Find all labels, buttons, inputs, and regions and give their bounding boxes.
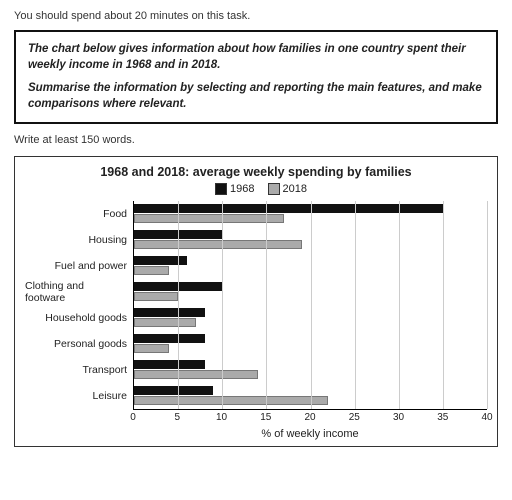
x-tick: 5 [174, 412, 180, 423]
category-label: Food [25, 201, 133, 227]
bar-2018 [134, 266, 169, 275]
bar-2018 [134, 370, 258, 379]
y-axis-labels: FoodHousingFuel and powerClothing and fo… [25, 201, 133, 410]
gridline [311, 201, 312, 409]
gridline [399, 201, 400, 409]
x-tick: 30 [393, 412, 404, 423]
x-axis-label: % of weekly income [133, 428, 487, 440]
bar-1968 [134, 334, 205, 343]
legend-swatch-2018 [268, 183, 280, 195]
bar-1968 [134, 308, 205, 317]
bar-2018 [134, 344, 169, 353]
category-label: Fuel and power [25, 253, 133, 279]
gridline [443, 201, 444, 409]
category-label: Housing [25, 227, 133, 253]
legend-swatch-1968 [215, 183, 227, 195]
x-tick: 20 [304, 412, 315, 423]
bar-1968 [134, 360, 205, 369]
bar-2018 [134, 240, 302, 249]
task-prompt-1: The chart below gives information about … [28, 42, 484, 73]
bar-1968 [134, 204, 443, 213]
category-label: Household goods [25, 305, 133, 331]
x-tick: 25 [349, 412, 360, 423]
category-label: Personal goods [25, 331, 133, 357]
gridline [266, 201, 267, 409]
gridline [178, 201, 179, 409]
x-axis: 0510152025303540 [25, 412, 487, 426]
plot-area [133, 201, 487, 410]
chart-title: 1968 and 2018: average weekly spending b… [25, 165, 487, 179]
chart-legend: 1968 2018 [25, 183, 487, 195]
category-label: Leisure [25, 383, 133, 409]
bar-2018 [134, 396, 328, 405]
bar-2018 [134, 214, 284, 223]
chart-container: 1968 and 2018: average weekly spending b… [14, 156, 498, 447]
gridline [487, 201, 488, 409]
chart-body: FoodHousingFuel and powerClothing and fo… [25, 201, 487, 410]
legend-label-2018: 2018 [283, 183, 307, 195]
x-tick: 40 [481, 412, 492, 423]
instruction-words: Write at least 150 words. [14, 134, 498, 146]
category-label: Clothing and footware [25, 279, 133, 305]
x-tick: 15 [260, 412, 271, 423]
task-box: The chart below gives information about … [14, 30, 498, 124]
x-tick: 10 [216, 412, 227, 423]
gridline [355, 201, 356, 409]
gridline [222, 201, 223, 409]
x-ticks: 0510152025303540 [133, 412, 487, 426]
category-label: Transport [25, 357, 133, 383]
legend-label-1968: 1968 [230, 183, 254, 195]
bar-2018 [134, 292, 178, 301]
x-tick: 35 [437, 412, 448, 423]
instruction-time: You should spend about 20 minutes on thi… [14, 10, 498, 22]
x-tick: 0 [130, 412, 136, 423]
task-prompt-2: Summarise the information by selecting a… [28, 81, 484, 112]
bar-1968 [134, 386, 213, 395]
bar-2018 [134, 318, 196, 327]
